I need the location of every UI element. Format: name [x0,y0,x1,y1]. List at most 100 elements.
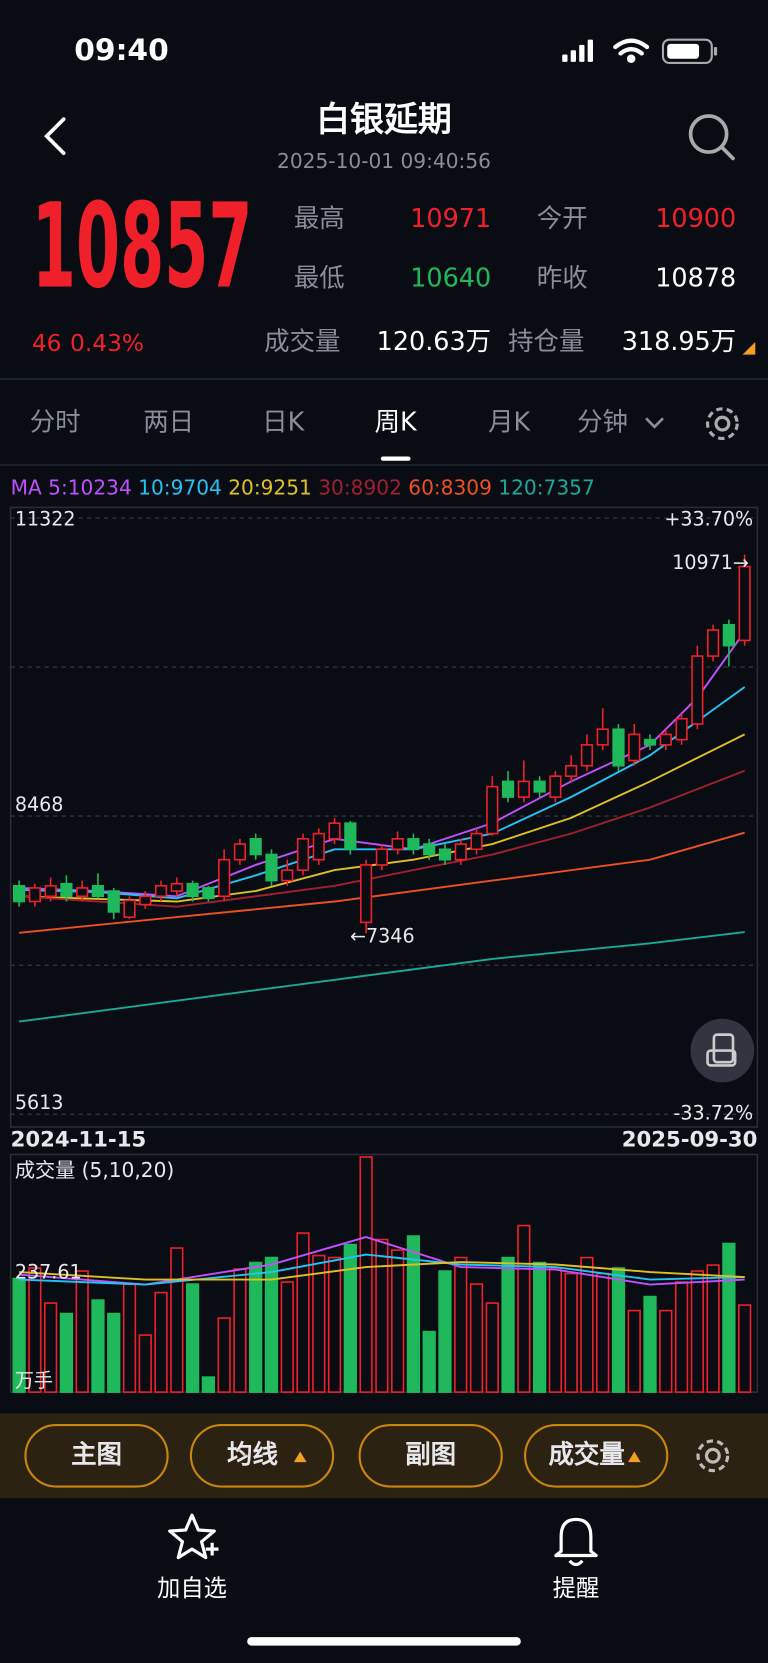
volume-bar [422,1330,436,1393]
price-chart: 11322 8468 5613 +33.70% -33.72% 2024-11-15 202… [11,508,758,1153]
candle-body [407,838,420,851]
toolbar-button[interactable]: 主图 [24,1423,169,1488]
candle-body [517,780,530,798]
toolbar-label: 主图 [71,1440,122,1470]
volume-bar [659,1309,673,1393]
expand-indicator[interactable] [742,341,756,355]
price-change: 46 0.43% [32,329,144,357]
battery-icon [661,38,718,65]
volume-bar [580,1256,594,1393]
volume-bar [185,1283,200,1393]
signal-icon [562,39,593,62]
candle-body [438,848,452,861]
volume-bar [674,1281,689,1393]
x-tick-label: 2024-11-15 [11,1128,147,1153]
toolbar-arrow [293,1451,307,1463]
nav-item[interactable]: 提醒 [553,1574,600,1602]
home-indicator [247,1637,521,1646]
volume-bar [611,1267,626,1393]
ma-legend-item: 30:8902 [318,475,402,499]
stat-label: 今开 [537,204,588,234]
candle-body [312,832,325,861]
volume-bar [327,1256,342,1393]
volume-bar [122,1283,137,1393]
tab[interactable]: 日K [262,408,305,438]
toolbar-pill [24,1423,169,1488]
landscape-button[interactable] [690,1018,755,1083]
candle-body [44,885,57,898]
volume-bar [596,1272,610,1393]
toolbar-label: 均线 [227,1440,278,1470]
candle-body [91,885,105,898]
ma-legend: MA 5:10234 10:9704 20:9251 30:8902 60:8309 120… [11,475,595,499]
y-tick-label: 8468 [15,793,64,816]
candle-body [139,895,152,906]
volume-unit: 万手 [15,1369,53,1392]
volume-bar [249,1261,263,1393]
candle-body [107,890,120,913]
toolbar-pill [358,1423,503,1488]
volume-bar [738,1304,752,1393]
volume-bar [280,1281,294,1393]
search-button[interactable] [688,114,735,161]
candle-body [486,785,499,835]
tab[interactable]: 两日 [143,408,194,438]
toolbar-button[interactable]: 副图 [358,1423,503,1488]
candle-body [344,822,357,851]
candle-body [296,838,310,871]
stat-value: 120.63万 [377,327,491,357]
toolbar-settings[interactable] [696,1439,730,1473]
volume-bar [343,1243,357,1393]
volume-bar [107,1312,121,1393]
lower-percent: -33.72% [674,1102,754,1125]
back-button[interactable] [44,117,66,155]
candle-body [596,728,609,746]
ma-legend-item: 60:8309 [408,475,492,499]
candle-body [470,832,483,851]
candle-body [249,838,262,856]
ma-legend-item: 20:9251 [228,475,312,499]
stat-value: 10640 [410,263,491,293]
tab[interactable]: 月K [488,408,531,438]
volume-ma-line [19,1253,745,1286]
wifi-icon [613,38,650,63]
candle-body [691,655,704,725]
settings-button[interactable] [705,407,739,441]
candle-body [202,887,215,900]
tab[interactable]: 分钟 [577,408,628,438]
candle-body [186,882,199,898]
stat-value: 10971 [410,204,491,234]
volume-bar [12,1277,26,1393]
toolbar-button[interactable]: 均线 [189,1423,335,1488]
candle-body [722,623,735,647]
tab-underline [380,456,411,461]
volume-bar [170,1247,184,1393]
volume-bar [501,1256,515,1393]
candle-body [454,843,467,861]
volume-bar [201,1376,216,1393]
stat-value: 318.95万 [622,327,736,357]
nav-item[interactable]: 加自选 [157,1574,227,1602]
volume-bar [75,1270,89,1393]
timestamp: 2025-10-01 09:40:56 [277,149,491,173]
candle-body [12,885,26,903]
tab[interactable]: 分时 [30,408,81,438]
candle-body [612,728,625,767]
volume-bar [722,1242,736,1393]
candle-body [391,838,404,851]
toolbar [0,1413,768,1499]
toolbar-button[interactable]: 成交量 [524,1423,669,1488]
change-value: 46 [32,329,62,357]
toolbar-label: 副图 [405,1440,456,1470]
volume-bar [690,1270,704,1393]
candle-body [423,843,436,856]
volume-bar [28,1267,42,1393]
volume-bar [548,1267,563,1393]
ma-line [18,931,745,1023]
low-annotation: ←7346 [350,925,415,948]
tab-active[interactable]: 周K [375,408,418,438]
volume-bar [296,1232,310,1393]
candle-body [60,882,73,898]
candle-body [707,629,720,657]
